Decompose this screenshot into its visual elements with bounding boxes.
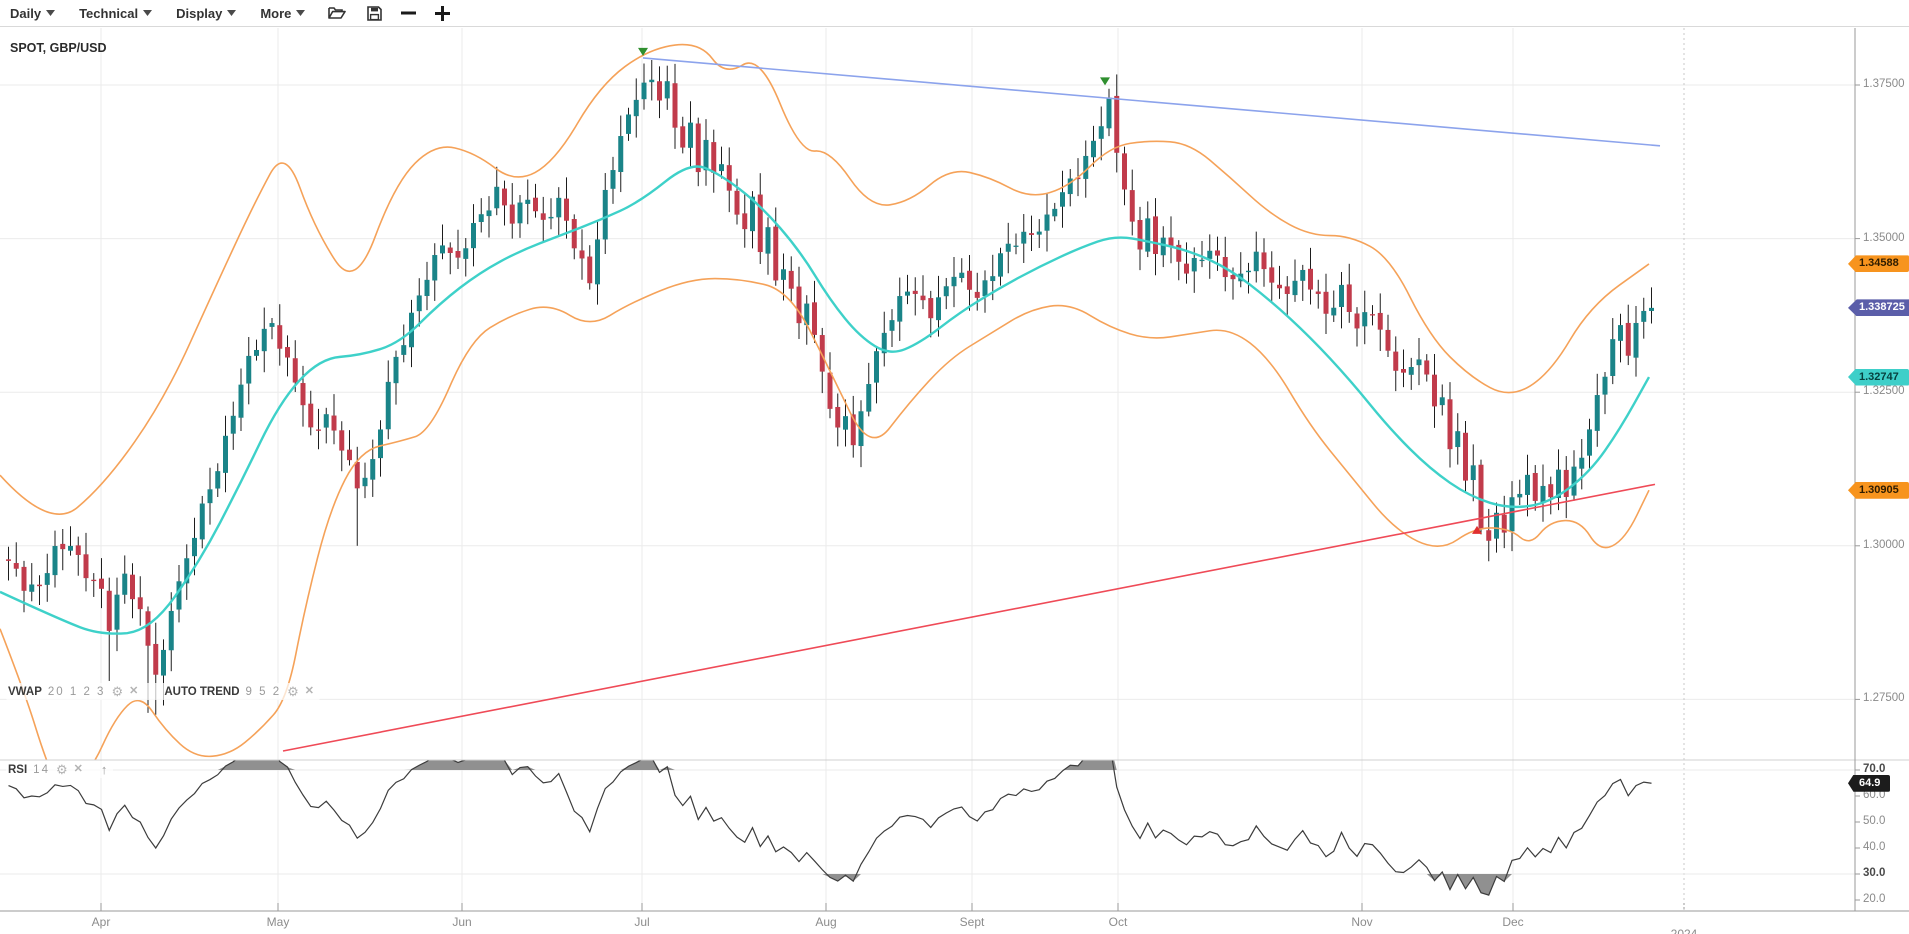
menu-daily-label: Daily	[10, 5, 42, 21]
rsi-axis-label: 70.0	[1863, 763, 1886, 775]
symbol-label: SPOT, GBP/USD	[10, 41, 107, 55]
price-axis-label: 1.27500	[1863, 692, 1905, 705]
chevron-down-icon	[143, 10, 153, 16]
zoom-in-button[interactable]	[433, 0, 451, 27]
rsi-remove-icon[interactable]: ✕	[73, 763, 83, 775]
rsi-move-up-icon[interactable]: ↑	[100, 762, 108, 777]
rsi-axis-label: 30.0	[1863, 867, 1886, 879]
autotrend-indicator-params: 9 5 2	[245, 685, 282, 698]
vwap-settings-gear-icon[interactable]: ⚙	[111, 684, 124, 699]
overlay-indicator-legend: VWAP 20 1 2 3 ⚙ ✕ AUTO TREND 9 5 2 ⚙ ✕	[6, 683, 320, 700]
minus-icon	[400, 11, 416, 15]
rsi-indicator-legend: RSI 14 ⚙ ✕ ↑	[6, 761, 114, 778]
rsi-settings-gear-icon[interactable]: ⚙	[55, 762, 68, 777]
menu-daily[interactable]: Daily	[10, 0, 56, 27]
price-badge: 1.34588	[1848, 255, 1909, 273]
month-label: Nov	[1351, 915, 1373, 929]
month-label: Aug	[815, 915, 837, 929]
rsi-axis-label: 60.0	[1863, 789, 1886, 801]
rsi-indicator-label: RSI	[8, 763, 28, 776]
month-label: May	[266, 915, 290, 929]
price-axis-label: 1.35000	[1863, 231, 1905, 244]
price-axis-label: 1.32500	[1863, 385, 1905, 398]
month-label: Oct	[1108, 915, 1128, 929]
autotrend-settings-gear-icon[interactable]: ⚙	[287, 684, 299, 699]
price-axis-label: 1.37500	[1863, 78, 1905, 90]
autotrend-indicator-label: AUTO TREND	[164, 685, 240, 698]
save-button[interactable]	[365, 0, 383, 27]
menu-technical[interactable]: Technical	[79, 0, 153, 27]
menu-more-label: More	[260, 5, 292, 21]
vwap-remove-icon[interactable]: ✕	[129, 685, 139, 697]
autotrend-remove-icon[interactable]: ✕	[304, 685, 314, 697]
menu-technical-label: Technical	[79, 5, 139, 21]
menu-display[interactable]: Display	[176, 0, 237, 27]
chevron-down-icon	[46, 10, 56, 16]
rsi-axis-label: 50.0	[1863, 815, 1886, 827]
price-badge: 1.338725	[1848, 299, 1909, 317]
vwap-indicator-label: VWAP	[8, 685, 42, 698]
save-icon	[367, 5, 382, 21]
price-badge: 1.32747	[1848, 368, 1909, 386]
rsi-indicator-params: 14	[33, 763, 50, 776]
month-label: Sept	[959, 915, 985, 929]
chevron-down-icon	[296, 10, 306, 16]
rsi-value-badge: 64.9	[1848, 774, 1890, 792]
zoom-out-button[interactable]	[399, 0, 417, 27]
plus-icon	[434, 5, 450, 21]
open-folder-icon	[328, 7, 347, 19]
open-folder-button[interactable]	[327, 0, 347, 27]
month-label: Jul	[634, 915, 650, 929]
rsi-axis-label: 40.0	[1863, 841, 1886, 853]
rsi-axis-label: 20.0	[1863, 893, 1886, 905]
price-axis-label: 1.30000	[1863, 538, 1905, 551]
month-label: Jun	[452, 915, 472, 929]
month-label: Apr	[91, 915, 111, 929]
menu-display-label: Display	[176, 5, 223, 21]
month-label: Dec	[1502, 915, 1524, 929]
toolbar: Daily Technical Display More	[0, 0, 1909, 27]
price-badge: 1.30905	[1848, 481, 1909, 499]
year-label: 2024	[1670, 927, 1698, 934]
vwap-indicator-params: 20 1 2 3	[47, 685, 106, 698]
menu-more[interactable]: More	[260, 0, 306, 27]
chevron-down-icon	[227, 10, 237, 16]
